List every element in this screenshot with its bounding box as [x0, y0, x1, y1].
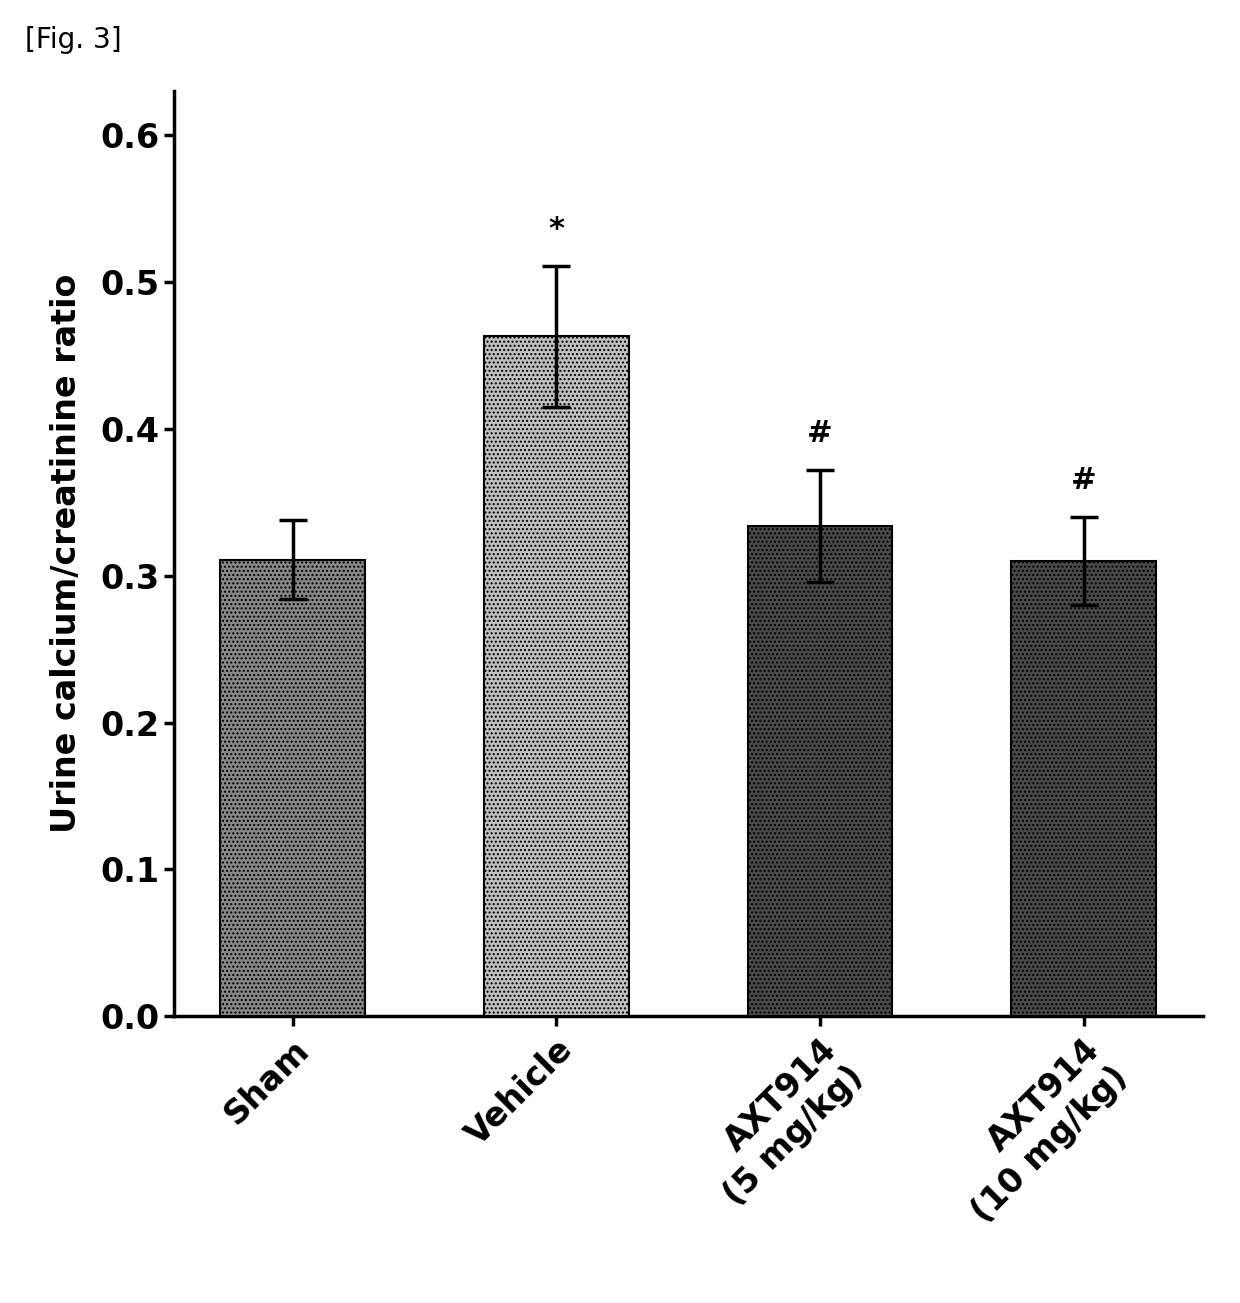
Bar [1011, 562, 1156, 1016]
Bar [748, 526, 893, 1016]
Text: #: # [807, 420, 833, 448]
Text: *: * [548, 215, 564, 244]
Bar [221, 560, 366, 1016]
Text: #: # [1070, 466, 1096, 495]
Text: [Fig. 3]: [Fig. 3] [25, 26, 122, 53]
Bar [484, 336, 629, 1016]
Y-axis label: Urine calcium/creatinine ratio: Urine calcium/creatinine ratio [51, 274, 83, 834]
